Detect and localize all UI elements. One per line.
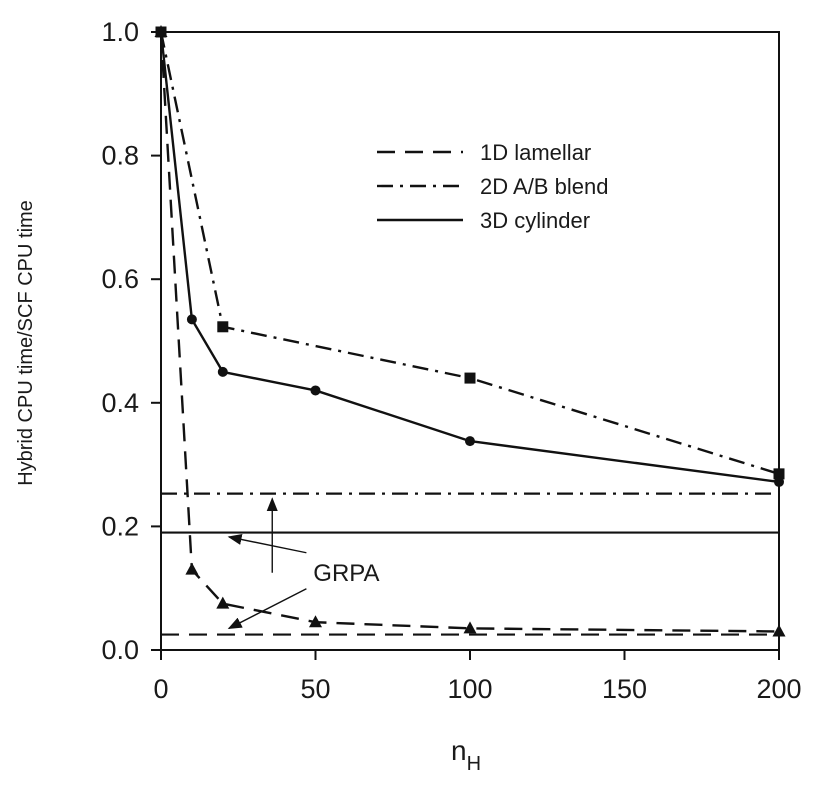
data-point-2d-a-b-blend-3 (773, 468, 785, 480)
y-axis: 0.0 0.2 0.4 0.6 0.8 1.0 (101, 17, 161, 665)
y-tick-label-1.0: 1.0 (101, 17, 139, 47)
series-lines (159, 31, 780, 633)
plot-frame (160, 31, 780, 651)
legend-label-1d-lamellar: 1D lamellar (480, 140, 591, 165)
x-tick-label-200: 200 (756, 674, 801, 704)
legend-label-3d-cylinder: 3D cylinder (480, 208, 590, 233)
y-axis-title: Hybrid CPU time/SCF CPU time (15, 200, 37, 486)
data-point-3d-cylinder-3 (310, 385, 321, 396)
legend: 1D lamellar 2D A/B blend 3D cylinder (377, 140, 608, 233)
data-point-1d-lamellar-3 (309, 615, 322, 628)
series-line-2d-a-b-blend (159, 31, 780, 476)
series-line-3d-cylinder (159, 31, 780, 484)
x-axis: 0 50 100 150 200 (153, 650, 802, 704)
data-point-3d-cylinder-1 (186, 314, 197, 325)
annotation: GRPA (227, 497, 380, 630)
reference-lines (161, 492, 779, 636)
x-tick-label-0: 0 (153, 674, 168, 704)
grpa-label: GRPA (313, 560, 379, 587)
data-point-1d-lamellar-1 (185, 562, 199, 575)
data-point-2d-a-b-blend-2 (464, 372, 476, 384)
y-tick-label-0.2: 0.2 (101, 511, 139, 541)
x-axis-title: nH (451, 735, 481, 775)
series-markers (154, 25, 786, 637)
x-tick-label-150: 150 (602, 674, 647, 704)
grpa-arrow-dashed (227, 588, 307, 630)
y-tick-label-0.8: 0.8 (101, 141, 139, 171)
data-point-1d-lamellar-4 (463, 621, 477, 634)
data-point-1d-lamellar-2 (216, 596, 230, 609)
data-point-2d-a-b-blend-1 (217, 321, 229, 333)
x-tick-label-100: 100 (447, 674, 492, 704)
data-point-3d-cylinder-0 (156, 27, 166, 37)
grpa-arrow-solid (227, 533, 307, 554)
x-tick-label-50: 50 (300, 674, 330, 704)
legend-label-2d-a-b-blend: 2D A/B blend (480, 174, 608, 199)
y-tick-label-0.4: 0.4 (101, 388, 139, 418)
y-tick-label-0.0: 0.0 (101, 635, 139, 665)
data-point-3d-cylinder-5 (774, 476, 784, 487)
y-tick-label-0.6: 0.6 (101, 264, 139, 294)
data-point-3d-cylinder-2 (217, 366, 228, 377)
data-point-1d-lamellar-5 (772, 624, 786, 637)
series-line-1d-lamellar (159, 31, 780, 633)
data-point-3d-cylinder-4 (465, 436, 475, 447)
